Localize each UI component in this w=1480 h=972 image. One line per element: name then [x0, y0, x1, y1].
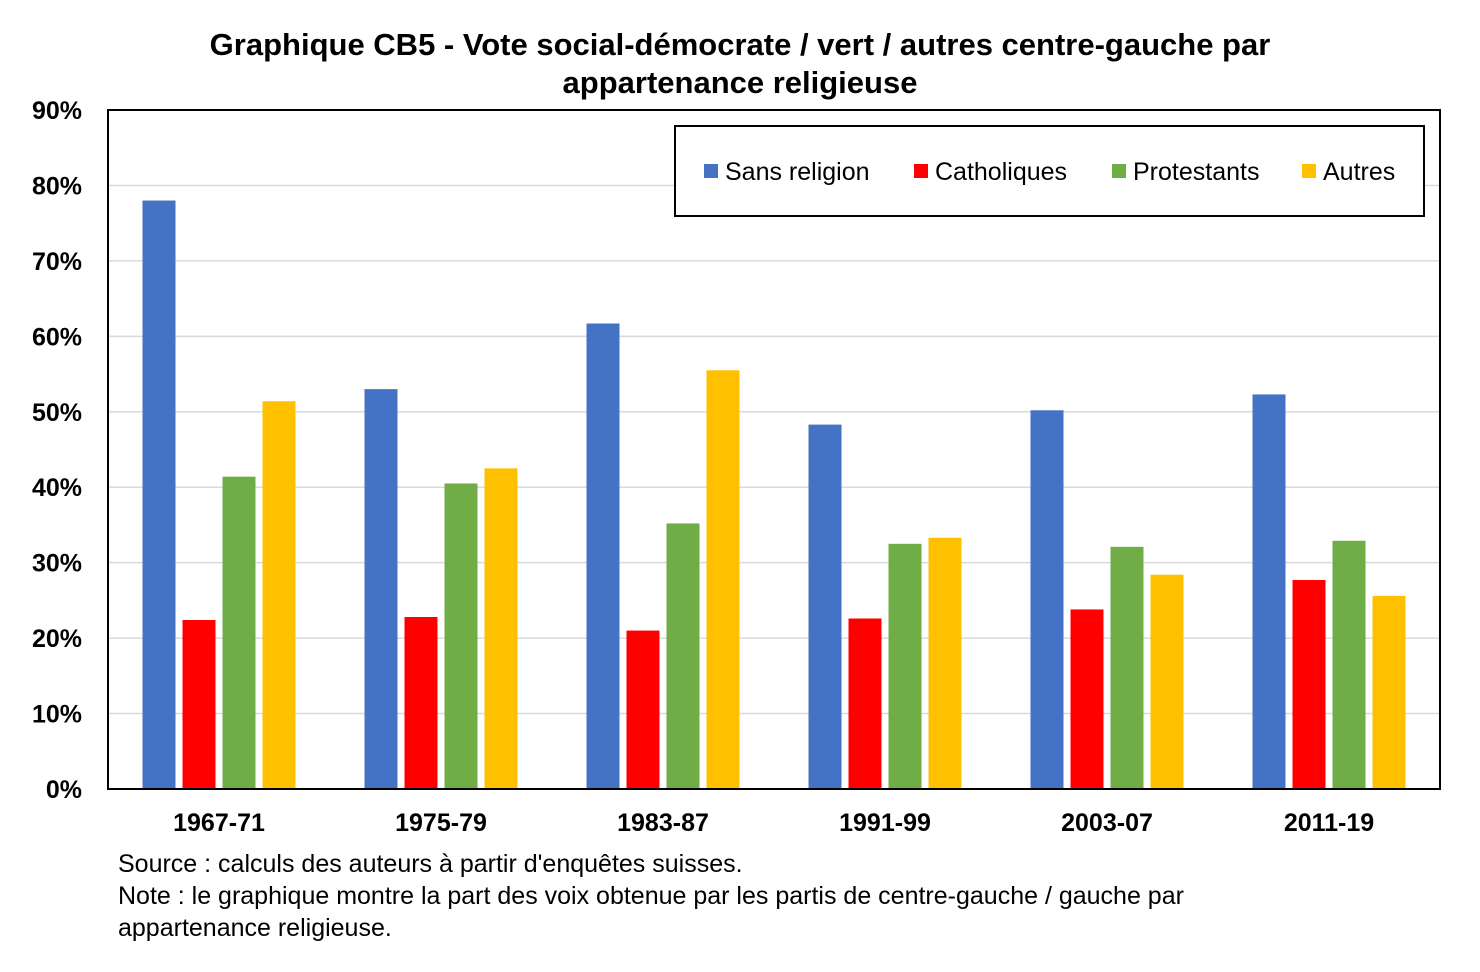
- legend: Sans religion Catholiques Protestants Autre…: [674, 125, 1425, 217]
- bar: [404, 616, 438, 789]
- y-axis: 0% 10% 20% 30% 40% 50% 60% 70% 80% 90%: [32, 97, 82, 804]
- legend-swatch: [1112, 164, 1126, 178]
- y-tick-label: 50%: [32, 399, 82, 427]
- bar: [848, 618, 882, 789]
- y-tick-label: 60%: [32, 323, 82, 351]
- y-tick-label: 40%: [32, 474, 82, 502]
- bar: [1372, 595, 1406, 789]
- chart-notes: Source : calculs des auteurs à partir d'…: [118, 848, 1184, 944]
- bar: [182, 620, 216, 789]
- chart-title-line2: appartenance religieuse: [562, 65, 918, 100]
- y-tick-label: 20%: [32, 625, 82, 653]
- bar: [808, 424, 842, 789]
- bar: [262, 401, 296, 789]
- x-tick-label: 1967-71: [173, 809, 265, 837]
- x-tick-label: 1991-99: [839, 809, 931, 837]
- legend-label: Catholiques: [935, 158, 1067, 186]
- bar: [1070, 609, 1104, 789]
- source-note: Source : calculs des auteurs à partir d'…: [118, 850, 743, 878]
- legend-label: Autres: [1323, 158, 1395, 186]
- x-axis: 1967-71 1975-79 1983-87 1991-99 2003-07 2011-…: [173, 809, 1374, 837]
- bar: [888, 543, 922, 789]
- legend-swatch: [1302, 164, 1316, 178]
- bar: [1150, 574, 1184, 789]
- bars: [142, 200, 1406, 790]
- y-tick-label: 80%: [32, 172, 82, 200]
- legend-swatch: [914, 164, 928, 178]
- x-tick-label: 1975-79: [395, 809, 487, 837]
- bar: [222, 476, 256, 789]
- bar: [444, 483, 478, 789]
- bar: [1110, 546, 1144, 789]
- y-tick-label: 10%: [32, 701, 82, 729]
- chart-title-line1: Graphique CB5 - Vote social-démocrate / …: [209, 27, 1271, 62]
- bar: [1332, 540, 1366, 789]
- bar: [484, 468, 518, 789]
- y-tick-label: 70%: [32, 248, 82, 276]
- bar: [1252, 394, 1286, 789]
- legend-box: [674, 125, 1425, 217]
- bar: [706, 370, 740, 789]
- gridlines: [108, 184, 1440, 715]
- bar: [626, 630, 660, 789]
- y-tick-label: 90%: [32, 97, 82, 125]
- legend-label: Protestants: [1133, 158, 1259, 186]
- x-tick-label: 1983-87: [617, 809, 709, 837]
- chart-title: Graphique CB5 - Vote social-démocrate / …: [0, 26, 1480, 102]
- bar: [666, 523, 700, 789]
- y-tick-label: 30%: [32, 550, 82, 578]
- plot-frame: [107, 109, 1441, 790]
- x-tick-label: 2003-07: [1061, 809, 1153, 837]
- note-line2: appartenance religieuse.: [118, 914, 392, 942]
- y-tick-label: 0%: [46, 776, 82, 804]
- bar: [1030, 410, 1064, 789]
- legend-swatch: [704, 164, 718, 178]
- x-tick-label: 2011-19: [1284, 809, 1374, 837]
- bar: [142, 200, 176, 790]
- bar: [1292, 580, 1326, 789]
- note-line1: Note : le graphique montre la part des v…: [118, 882, 1184, 910]
- bar: [364, 389, 398, 789]
- bar: [928, 537, 962, 789]
- legend-label: Sans religion: [725, 158, 870, 186]
- bar: [586, 323, 620, 789]
